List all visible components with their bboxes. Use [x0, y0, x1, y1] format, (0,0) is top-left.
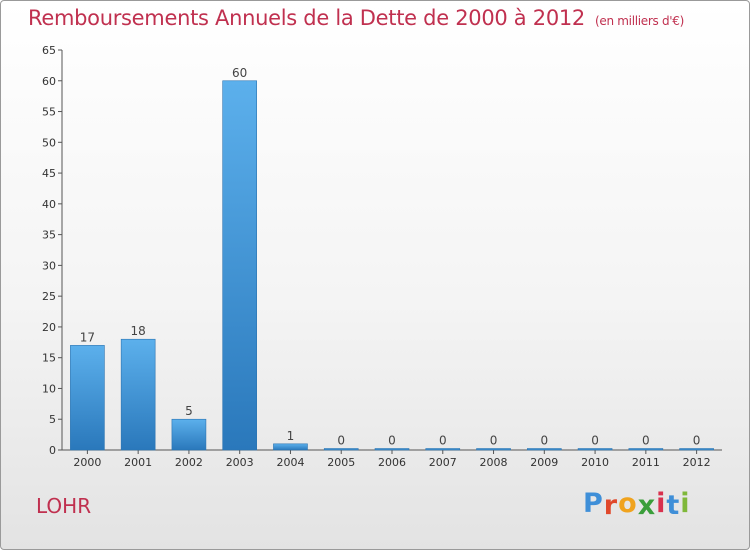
data-labels: 17 18 5 60 1 0 0 0 0 0 0 0 0	[80, 66, 701, 448]
x-tick-label-2006: 2006	[378, 456, 406, 469]
logo-letter: x	[637, 490, 657, 521]
x-tick-label-2009: 2009	[530, 456, 558, 469]
bar-2002	[171, 418, 207, 451]
x-axis: 2000 2001 2002 2003 2004 2005 2006 2007 2008 2009…	[62, 449, 722, 469]
data-label-2008: 0	[490, 434, 498, 448]
data-label-2010: 0	[591, 434, 599, 448]
bar-2011	[628, 448, 664, 451]
y-tick-label: 60	[42, 75, 56, 88]
x-tick-label-2008: 2008	[480, 456, 508, 469]
proxiti-logo: Proxiti	[583, 488, 691, 521]
y-tick-label: 25	[42, 290, 56, 303]
y-tick-label: 15	[42, 352, 56, 365]
bar-2009	[527, 448, 562, 451]
x-tick-label-2005: 2005	[327, 456, 355, 469]
chart-subtitle: (en milliers d'€)	[595, 14, 685, 28]
y-tick-label: 35	[42, 229, 56, 242]
chart-title: Remboursements Annuels de la Dette de 20…	[28, 6, 684, 30]
y-tick-label: 40	[42, 198, 56, 211]
logo-letter: r	[603, 490, 619, 521]
logo-letter: o	[618, 488, 638, 519]
commune-name: LOHR	[36, 494, 92, 518]
data-label-2007: 0	[439, 434, 447, 448]
bar-2004	[273, 443, 308, 451]
bar-2007	[425, 448, 461, 451]
y-tick-label: 45	[42, 167, 56, 180]
chart-title-text: Remboursements Annuels de la Dette de 20…	[28, 6, 585, 30]
data-label-2000: 17	[80, 330, 95, 344]
bar-2005	[323, 448, 359, 451]
y-tick-label: 5	[49, 413, 56, 426]
bar-2010	[577, 448, 613, 451]
bar-2006	[374, 448, 410, 451]
logo-letter: P	[583, 488, 604, 519]
bar-2003	[222, 80, 257, 451]
logo-letter: i	[656, 488, 667, 519]
x-tick-label-2010: 2010	[581, 456, 609, 469]
bar-2001	[120, 338, 156, 451]
bars	[70, 80, 714, 451]
logo-letter: i	[680, 488, 691, 519]
x-tick-label-2001: 2001	[124, 456, 152, 469]
x-tick-label-2007: 2007	[429, 456, 457, 469]
bar-2000	[70, 345, 105, 451]
data-label-2002: 5	[185, 404, 193, 418]
bar-2008	[476, 448, 511, 451]
y-tick-label: 65	[42, 44, 56, 57]
data-label-2011: 0	[642, 434, 650, 448]
data-label-2006: 0	[388, 434, 396, 448]
x-tick-label-2002: 2002	[175, 456, 203, 469]
x-tick-label-2011: 2011	[632, 456, 660, 469]
data-label-2004: 1	[287, 429, 295, 443]
x-tick-label-2004: 2004	[276, 456, 304, 469]
y-tick-label: 55	[42, 106, 56, 119]
y-tick-label: 10	[42, 382, 56, 395]
y-tick-label: 0	[49, 444, 56, 457]
y-tick-label: 20	[42, 321, 56, 334]
data-label-2003: 60	[232, 66, 247, 80]
x-tick-label-2012: 2012	[683, 456, 711, 469]
bar-2012	[679, 448, 714, 451]
data-label-2001: 18	[131, 324, 146, 338]
y-tick-label: 50	[42, 136, 56, 149]
x-tick-label-2003: 2003	[226, 456, 254, 469]
data-label-2009: 0	[540, 434, 548, 448]
y-tick-label: 30	[42, 259, 56, 272]
y-axis: 0 5 10 15 20 25 30 35 40 45 50 55 60 65	[42, 44, 63, 457]
x-tick-label-2000: 2000	[73, 456, 101, 469]
data-label-2012: 0	[693, 434, 701, 448]
data-label-2005: 0	[337, 434, 345, 448]
logo-letter: t	[666, 490, 681, 521]
